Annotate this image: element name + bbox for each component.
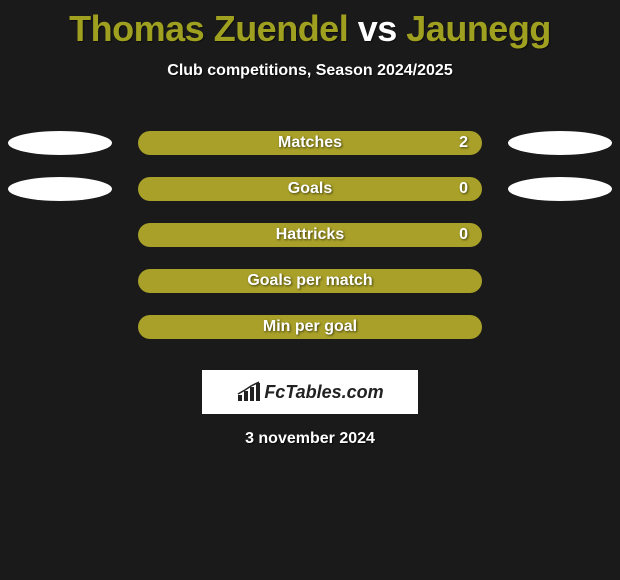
bar-chart-icon: [236, 381, 262, 403]
stat-label: Goals per match: [247, 272, 372, 290]
player2-ellipse: [508, 177, 612, 201]
logo-box: FcTables.com: [202, 370, 418, 414]
stat-row: Goals per match: [0, 258, 620, 304]
vs-text: vs: [358, 8, 397, 49]
player1-ellipse: [8, 177, 112, 201]
stat-row: Goals 0: [0, 166, 620, 212]
stat-bar: Goals 0: [138, 177, 482, 201]
stat-label: Goals: [288, 180, 332, 198]
logo-text: FcTables.com: [264, 382, 383, 403]
comparison-title: Thomas Zuendel vs Jaunegg: [0, 0, 620, 50]
stat-bar: Min per goal: [138, 315, 482, 339]
stat-label: Hattricks: [276, 226, 344, 244]
stat-label: Matches: [278, 134, 342, 152]
stats-container: Matches 2 Goals 0 Hattricks 0 Goals per match M…: [0, 120, 620, 350]
player1-ellipse: [8, 131, 112, 155]
stat-row: Matches 2: [0, 120, 620, 166]
stat-bar: Goals per match: [138, 269, 482, 293]
subtitle: Club competitions, Season 2024/2025: [0, 62, 620, 80]
player2-name: Jaunegg: [406, 8, 551, 49]
stat-value: 2: [459, 134, 468, 152]
stat-value: 0: [459, 180, 468, 198]
date-text: 3 november 2024: [0, 430, 620, 448]
stat-bar: Matches 2: [138, 131, 482, 155]
stat-row: Min per goal: [0, 304, 620, 350]
player1-name: Thomas Zuendel: [69, 8, 348, 49]
stat-bar: Hattricks 0: [138, 223, 482, 247]
stat-label: Min per goal: [263, 318, 357, 336]
stat-row: Hattricks 0: [0, 212, 620, 258]
player2-ellipse: [508, 131, 612, 155]
stat-value: 0: [459, 226, 468, 244]
